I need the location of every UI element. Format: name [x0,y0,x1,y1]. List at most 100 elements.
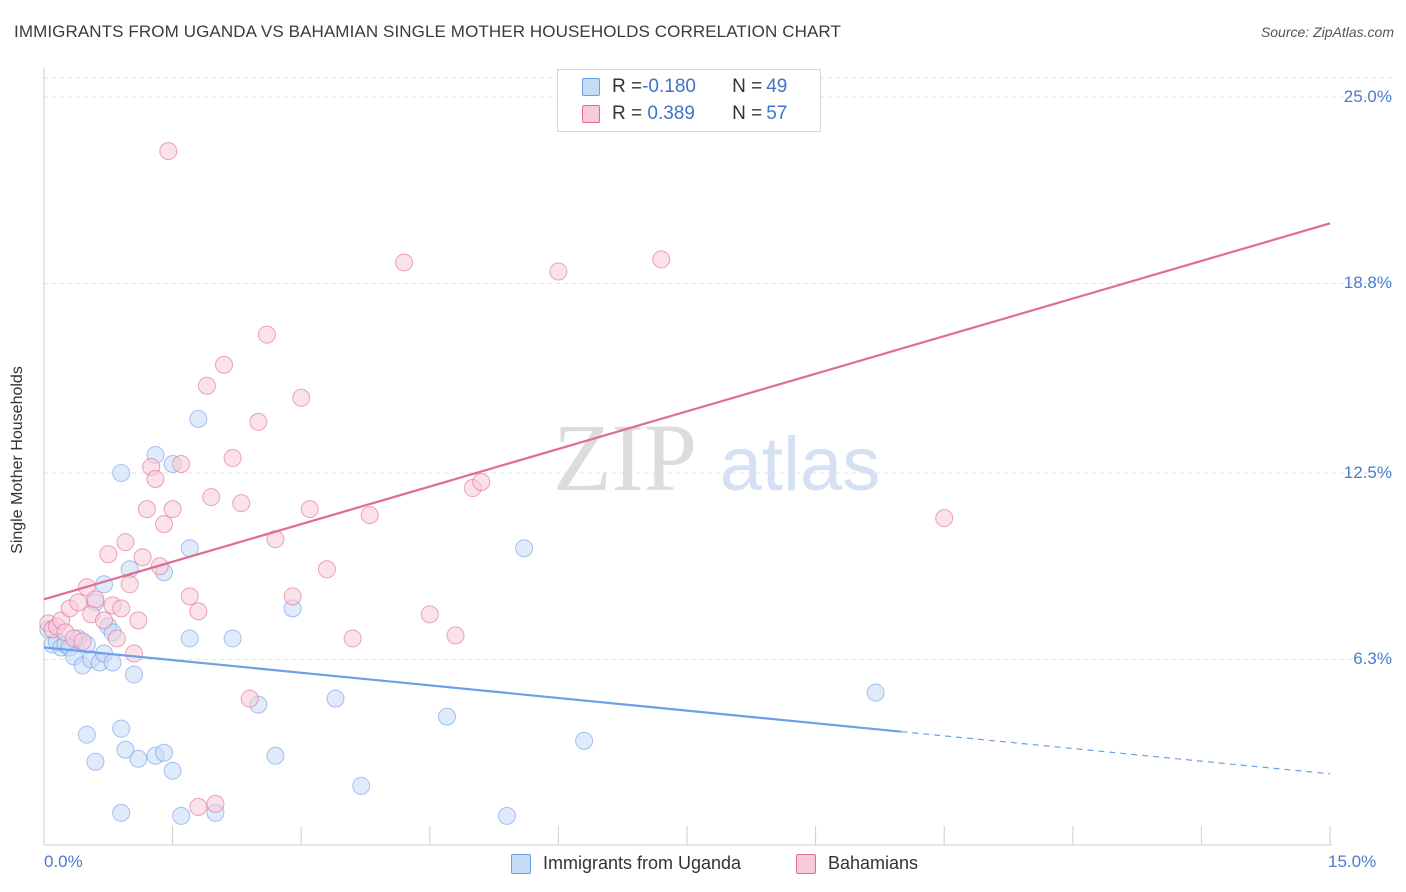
series-legend: Immigrants from Uganda Bahamians [0,853,1406,877]
data-point-bahamians [215,355,234,374]
stats-legend: R = -0.180 N = 49 R = 0.389 N = 57 [557,69,821,132]
r-label: R = [612,103,643,124]
watermark-atlas: atlas [720,422,881,507]
data-point-uganda [116,740,135,759]
data-point-bahamians [99,545,118,564]
data-point-bahamians [112,599,131,618]
data-point-bahamians [107,629,126,648]
legend-swatch-uganda [582,78,600,96]
data-point-uganda [326,689,345,708]
data-point-bahamians [446,626,465,645]
data-point-uganda [103,653,122,672]
watermark: ZIP atlas [553,404,880,511]
data-point-uganda [189,409,208,428]
stats-legend-row-bahamians: R = 0.389 N = 57 [582,102,787,126]
data-point-uganda [223,629,242,648]
data-point-bahamians [116,533,135,552]
y-axis-label-wrap: Single Mother Households [9,366,38,554]
data-point-bahamians [206,794,225,813]
data-point-bahamians [395,253,414,272]
data-point-bahamians [223,448,242,467]
stats-legend-row-uganda: R = -0.180 N = 49 [582,75,787,99]
data-point-bahamians [180,587,199,606]
data-point-bahamians [652,250,671,269]
data-point-uganda [112,803,131,822]
data-point-bahamians [317,560,336,579]
data-point-uganda [575,731,594,750]
data-point-bahamians [360,506,379,525]
data-point-bahamians [95,611,114,630]
trend-line-uganda-extension [901,731,1331,775]
data-point-uganda [125,665,144,684]
r-value: -0.180 [642,76,696,97]
chart-source: Source: ZipAtlas.com [1260,24,1394,40]
data-point-bahamians [549,262,568,281]
data-point-uganda [352,776,371,795]
legend-swatch-bahamians [582,105,600,123]
data-point-uganda [172,806,191,825]
chart-title: IMMIGRANTS FROM UGANDA VS BAHAMIAN SINGL… [14,22,841,41]
data-point-bahamians [69,593,88,612]
data-point-bahamians [120,575,139,594]
data-point-bahamians [257,325,276,344]
legend-item-uganda[interactable]: Immigrants from Uganda [511,853,741,874]
data-point-bahamians [240,689,259,708]
y-axis-label: Single Mother Households [9,366,26,554]
data-point-bahamians [292,388,311,407]
data-point-bahamians [300,500,319,519]
y-tick-label: 25.0% [1343,87,1392,106]
data-point-bahamians [155,515,174,534]
data-point-bahamians [935,509,954,528]
data-point-uganda [155,743,174,762]
r-value: 0.389 [642,103,695,124]
legend-swatch-bahamians [796,853,816,874]
data-point-uganda [163,761,182,780]
legend-item-bahamians[interactable]: Bahamians [796,853,918,874]
data-point-uganda [866,683,885,702]
data-point-uganda [497,806,516,825]
data-point-uganda [86,752,105,771]
legend-label-bahamians: Bahamians [828,853,919,873]
y-tick-label: 18.8% [1343,273,1392,293]
data-point-bahamians [172,454,191,473]
data-point-uganda [77,725,96,744]
n-label: N = [732,76,763,97]
data-point-bahamians [159,142,178,161]
data-point-bahamians [133,548,152,567]
trend-line-bahamians [43,222,1331,601]
data-point-bahamians [73,632,92,651]
data-point-uganda [112,464,131,482]
data-point-bahamians [189,602,208,621]
data-point-bahamians [249,412,268,431]
data-point-bahamians [472,473,491,492]
data-point-bahamians [163,500,182,519]
data-point-uganda [112,719,131,738]
data-point-bahamians [420,605,439,624]
r-label: R = [612,76,643,97]
n-value: 49 [766,76,788,97]
trend-line-uganda [43,646,902,733]
data-point-bahamians [189,797,208,816]
data-point-bahamians [125,644,144,663]
data-point-uganda [437,707,456,726]
data-point-uganda [180,629,199,648]
data-point-bahamians [129,611,148,630]
data-point-uganda [129,749,148,768]
data-point-bahamians [232,494,251,513]
legend-swatch-uganda [511,853,531,874]
data-point-uganda [266,746,285,765]
data-point-bahamians [197,376,216,395]
n-label: N = [732,103,763,124]
data-point-uganda [515,539,534,558]
x-tick-label-max: 15.0% [1328,852,1377,871]
x-tick-label-min: 0.0% [44,852,83,871]
data-point-bahamians [137,500,156,519]
y-tick-label: 12.5% [1343,463,1392,482]
legend-label-uganda: Immigrants from Uganda [543,853,742,873]
data-point-bahamians [86,590,105,609]
watermark-zip: ZIP [553,404,697,511]
y-tick-label: 6.3% [1353,649,1392,669]
n-value: 57 [766,103,788,124]
data-point-bahamians [343,629,362,648]
